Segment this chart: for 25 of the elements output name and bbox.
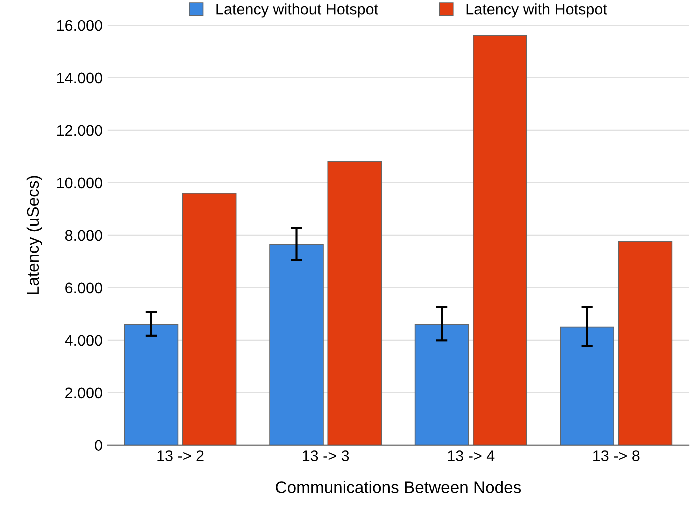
y-tick-label: 4.000 bbox=[65, 335, 102, 346]
bar bbox=[270, 244, 324, 446]
x-tick-label: 13 -> 4 bbox=[448, 450, 495, 462]
y-tick-label: 8.000 bbox=[65, 230, 102, 242]
y-tick-label: 6.000 bbox=[66, 282, 102, 294]
y-axis-title: Latency (uSecs) bbox=[26, 176, 42, 294]
bar bbox=[414, 324, 470, 446]
y-tick-label: 2.000 bbox=[66, 388, 102, 399]
bar bbox=[124, 324, 179, 446]
legend-label: Latency with Hotspot bbox=[466, 4, 608, 18]
bar bbox=[473, 36, 528, 446]
y-tick-label: 14.000 bbox=[57, 72, 102, 84]
x-tick-label: 13 -> 3 bbox=[302, 450, 350, 462]
y-tick-label: 12.000 bbox=[57, 125, 102, 136]
bar bbox=[182, 193, 237, 446]
y-tick-label: 10.000 bbox=[57, 178, 102, 189]
x-axis-title: Communications Between Nodes bbox=[276, 481, 522, 494]
legend-label: Latency without Hotspot bbox=[216, 4, 378, 18]
x-tick-label: 13 -> 2 bbox=[158, 450, 204, 462]
x-tick-label: 13 -> 8 bbox=[594, 450, 640, 462]
bar bbox=[328, 162, 382, 446]
y-tick-label: 0 bbox=[95, 440, 102, 452]
bar bbox=[560, 326, 614, 446]
bar bbox=[618, 242, 673, 446]
y-tick-label: 16.000 bbox=[57, 20, 102, 32]
